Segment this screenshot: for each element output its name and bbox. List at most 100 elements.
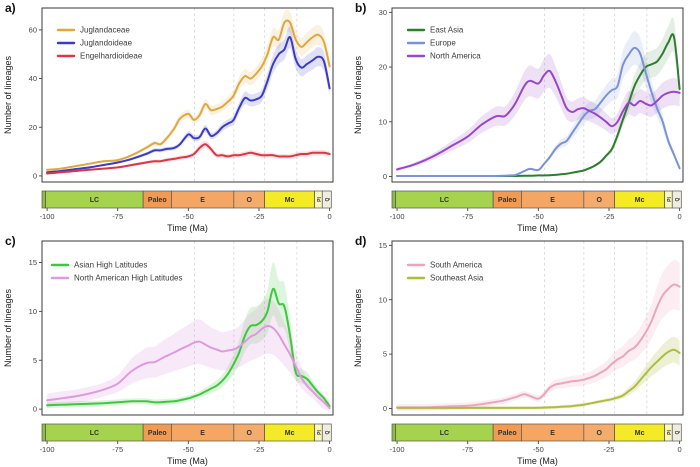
panel-b-chart: 0 10 20 30 Number of lineages LC Paleo E O Mc Pl Q -… (353, 7, 684, 233)
x-tick-label: 0 (678, 445, 682, 454)
x-tick-label: -25 (254, 212, 265, 221)
x-axis-title: Time (Ma) (517, 456, 558, 466)
plot-border (41, 240, 334, 416)
epoch-label: O (247, 197, 253, 204)
x-tick-label: 0 (328, 212, 332, 221)
epoch-label: LC (440, 430, 449, 437)
y-axis-title: Number of lineages (3, 55, 13, 134)
x-tick-label: -75 (112, 445, 123, 454)
series-line (396, 69, 681, 171)
epoch-segment-Q (671, 423, 682, 442)
epoch-label: LC (90, 197, 99, 204)
plot-border (391, 240, 684, 416)
epoch-label: Paleo (498, 430, 517, 437)
x-axis-title: Time (Ma) (167, 456, 208, 466)
series-line (46, 19, 331, 171)
epoch-segment-Q (321, 190, 332, 209)
x-tick-label: -75 (112, 212, 123, 221)
x-tick-label: 0 (678, 212, 682, 221)
y-axis-title: Number of lineages (353, 55, 363, 134)
epoch-label: Paleo (148, 197, 167, 204)
x-tick-label: -50 (533, 445, 544, 454)
epoch-label: O (597, 197, 603, 204)
chart-root: 0 10 20 30 Number of lineages LC Paleo E O Mc Pl Q -… (353, 7, 684, 233)
epoch-label: Paleo (498, 197, 517, 204)
epoch-label: O (597, 430, 603, 437)
legend-label: Juglandoideae (80, 39, 133, 48)
chart-root: 0 20 40 60 Number of lineages LC Paleo E O Mc Pl Q -… (3, 7, 334, 233)
panel-b-label: b) (355, 1, 367, 15)
legend-label: Juglandaceae (80, 26, 130, 35)
x-tick-label: -25 (254, 445, 265, 454)
legend-label: Engelhardioideae (80, 52, 143, 61)
legend-label: Europe (430, 39, 456, 48)
epoch-label: LC (90, 430, 99, 437)
confidence-ribbon (397, 259, 680, 411)
epoch-segment (41, 190, 47, 209)
y-tick-label: 15 (379, 241, 387, 250)
x-axis-title: Time (Ma) (517, 223, 558, 233)
epoch-label: Q (675, 430, 681, 434)
y-tick-label: 0 (33, 405, 37, 414)
epoch-label: Paleo (148, 430, 167, 437)
legend-label: Asian High Latitudes (74, 261, 147, 270)
epoch-label: LC (440, 197, 449, 204)
x-tick-label: 0 (328, 445, 332, 454)
panel-a-label: a) (5, 1, 16, 15)
series-line (396, 46, 681, 177)
epoch-label: Pl (667, 197, 673, 202)
confidence-ribbon (397, 53, 680, 172)
panel-c-label: c) (5, 234, 16, 248)
y-tick-label: 10 (379, 117, 387, 126)
y-tick-label: 20 (379, 63, 387, 72)
legend-label: Southeast Asia (430, 274, 484, 283)
epoch-label: Q (325, 197, 331, 201)
x-tick-label: -25 (604, 212, 615, 221)
epoch-label: Pl (317, 197, 323, 202)
epoch-label: Pl (317, 430, 323, 435)
epoch-label: O (247, 430, 253, 437)
panel-a-chart: 0 20 40 60 Number of lineages LC Paleo E O Mc Pl Q -… (3, 7, 334, 233)
epoch-label: Mc (635, 197, 645, 204)
y-tick-label: 10 (29, 307, 37, 316)
y-tick-label: 5 (33, 356, 37, 365)
confidence-ribbon (47, 25, 330, 174)
y-tick-label: 0 (33, 172, 37, 181)
x-tick-label: -50 (183, 445, 194, 454)
y-tick-label: 30 (379, 8, 387, 17)
series-line (46, 36, 331, 174)
epoch-segment (391, 190, 397, 209)
y-tick-label: 10 (379, 295, 387, 304)
series-line (46, 324, 331, 410)
epoch-segment-Q (671, 190, 682, 209)
x-tick-label: -25 (604, 445, 615, 454)
y-tick-label: 20 (29, 123, 37, 132)
panel-d: d) 0 5 10 15 Number of lineages LC Paleo E O Mc Pl… (350, 233, 700, 467)
epoch-label: Q (675, 197, 681, 201)
plot-border (391, 7, 684, 183)
y-tick-label: 0 (383, 404, 387, 413)
chart-root: 0 5 10 15 Number of lineages LC Paleo E O Mc Pl Q -1… (3, 240, 334, 466)
x-tick-label: -50 (533, 212, 544, 221)
epoch-label: Mc (635, 430, 645, 437)
legend-label: North America (430, 52, 481, 61)
epoch-segment (391, 423, 397, 442)
x-tick-label: -50 (183, 212, 194, 221)
x-tick-label: -75 (462, 445, 473, 454)
x-axis-title: Time (Ma) (167, 223, 208, 233)
panel-a: a) 0 20 40 60 Number of lineages LC Paleo E O Mc P… (0, 0, 350, 233)
epoch-label: Mc (285, 430, 295, 437)
epoch-label: E (550, 197, 555, 204)
y-tick-label: 40 (29, 74, 37, 83)
epoch-label: Pl (667, 430, 673, 435)
panel-c: c) 0 5 10 15 Number of lineages LC Paleo E O Mc Pl… (0, 233, 350, 467)
y-tick-label: 60 (29, 26, 37, 35)
series-line (46, 143, 331, 175)
epoch-label: E (200, 197, 205, 204)
panel-d-label: d) (355, 234, 367, 248)
series-line (396, 283, 681, 409)
x-tick-label: -100 (390, 212, 405, 221)
x-tick-label: -100 (390, 445, 405, 454)
plot-border (41, 7, 334, 183)
